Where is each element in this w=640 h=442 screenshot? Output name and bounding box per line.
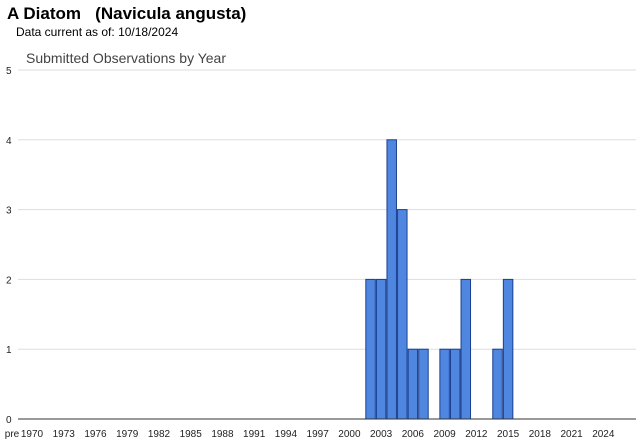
x-tick-label: 1988 — [211, 429, 234, 440]
bar-2005 — [397, 209, 408, 420]
bar-2015 — [502, 278, 514, 420]
chart-title: Submitted Observations by Year — [26, 50, 226, 66]
x-tick-label: 1973 — [53, 429, 76, 440]
y-tick-label: 2 — [6, 275, 12, 286]
x-tick-label: 2006 — [402, 429, 425, 440]
bar-2009 — [439, 348, 450, 420]
y-axis-ticks: 0 1 2 3 4 5 — [6, 66, 12, 426]
bar-2002 — [365, 278, 376, 420]
bar-2004 — [386, 139, 397, 420]
x-tick-label: 2018 — [529, 429, 552, 440]
data-currency-note: Data current as of: 10/18/2024 — [16, 25, 178, 39]
bar-2011 — [460, 278, 472, 420]
y-tick-label: 3 — [6, 206, 12, 217]
x-tick-label: 2012 — [465, 429, 488, 440]
x-tick-label: 1994 — [275, 429, 298, 440]
x-tick-label: pre — [5, 429, 20, 440]
species-common-name: A Diatom — [7, 4, 81, 23]
x-tick-label: 1991 — [243, 429, 266, 440]
bars — [365, 139, 514, 420]
bar-2007 — [418, 348, 429, 420]
x-tick-label: 2021 — [560, 429, 583, 440]
bar-2003 — [375, 278, 387, 420]
bar-2010 — [449, 348, 461, 420]
x-tick-label: 2000 — [338, 429, 361, 440]
gridlines — [18, 69, 636, 350]
y-tick-label: 4 — [6, 136, 12, 147]
y-tick-label: 1 — [6, 345, 12, 356]
x-tick-label: 2024 — [592, 429, 615, 440]
page-title: A Diatom (Navicula angusta) — [7, 4, 246, 24]
x-tick-label: 1979 — [116, 429, 139, 440]
y-tick-label: 5 — [6, 66, 12, 77]
x-tick-label: 2003 — [370, 429, 393, 440]
x-tick-label: 2015 — [497, 429, 520, 440]
x-axis-ticks: pre 1970 1973 1976 1979 1982 1985 1988 1991 1994 1… — [5, 429, 615, 440]
species-scientific-name: (Navicula angusta) — [95, 4, 247, 23]
bar-2014 — [492, 348, 503, 420]
x-tick-label: 1997 — [307, 429, 330, 440]
date-label: Data current as of: — [16, 25, 115, 39]
x-tick-label: 2009 — [433, 429, 456, 440]
bar-2006 — [407, 348, 419, 420]
date-value: 10/18/2024 — [118, 25, 179, 39]
x-tick-label: 1970 — [21, 429, 44, 440]
y-tick-label: 0 — [6, 415, 12, 426]
x-tick-label: 1982 — [148, 429, 171, 440]
x-tick-label: 1976 — [84, 429, 107, 440]
x-tick-label: 1985 — [180, 429, 203, 440]
